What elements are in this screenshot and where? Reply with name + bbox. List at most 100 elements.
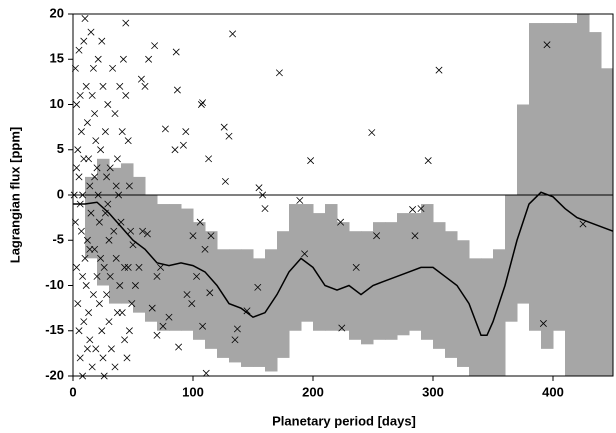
point (97, 254, 105, 262)
point (94, 55, 102, 63)
point (95, 300, 103, 308)
band-bin (109, 167, 122, 304)
band-bin (361, 231, 374, 345)
band-bin (217, 249, 230, 358)
point (127, 227, 135, 235)
point (148, 304, 156, 312)
point (233, 325, 241, 333)
point (81, 15, 89, 23)
band-bin (385, 222, 398, 340)
point (261, 205, 269, 213)
band-bin (349, 231, 362, 340)
point (135, 263, 143, 271)
point (94, 191, 102, 199)
band-bin (481, 258, 494, 376)
x-tick-label: 200 (302, 384, 324, 399)
point (79, 191, 87, 199)
band-bin (85, 176, 98, 259)
band-bin (97, 158, 110, 286)
point (112, 182, 120, 190)
point (83, 119, 91, 127)
point (83, 345, 91, 353)
band-bin (565, 23, 578, 377)
point (92, 137, 100, 145)
point (139, 227, 147, 235)
trend-line (73, 191, 614, 337)
point (122, 19, 130, 27)
band-bin (469, 258, 482, 376)
point (225, 132, 233, 140)
point (70, 191, 78, 199)
y-tick-label: 0 (57, 186, 64, 201)
point (105, 236, 113, 244)
point (145, 55, 153, 63)
point (188, 300, 196, 308)
point (231, 336, 239, 344)
point (201, 245, 209, 253)
point (73, 164, 81, 172)
point (80, 155, 88, 163)
point (197, 101, 205, 108)
point (93, 164, 101, 172)
y-tick-label: -10 (45, 277, 64, 292)
point (123, 354, 131, 362)
point (116, 82, 124, 90)
point (93, 272, 101, 280)
point (159, 322, 167, 330)
point (199, 322, 207, 330)
band-bin (289, 204, 302, 331)
point (157, 263, 165, 271)
point (100, 263, 108, 271)
point (205, 155, 213, 163)
point (80, 37, 88, 45)
point (83, 236, 91, 244)
band-bin (517, 104, 530, 304)
point (206, 289, 214, 297)
point (296, 196, 304, 204)
point (338, 324, 346, 332)
point (207, 232, 215, 240)
point (121, 263, 129, 271)
band-bin (601, 68, 614, 377)
point (255, 184, 263, 192)
point (111, 363, 119, 371)
band-bin (181, 208, 194, 331)
point (74, 300, 82, 308)
point (98, 37, 106, 45)
point (86, 245, 94, 253)
point (229, 30, 237, 38)
point (411, 232, 419, 240)
point (92, 345, 100, 353)
point (89, 291, 97, 299)
band-bin (373, 222, 386, 340)
point (124, 137, 132, 145)
point (115, 191, 123, 199)
point (118, 128, 126, 136)
band-bin (409, 213, 422, 331)
band-bin (457, 240, 470, 367)
point (172, 48, 180, 56)
point (171, 146, 179, 154)
x-tick-label: 100 (182, 384, 204, 399)
band-bin (337, 222, 350, 331)
point (183, 291, 191, 299)
point (125, 182, 133, 190)
point (88, 91, 96, 99)
y-tick-label: 20 (50, 5, 64, 20)
point (81, 254, 89, 262)
point (73, 101, 81, 108)
point (543, 41, 551, 49)
point (77, 227, 85, 235)
band-bin (241, 249, 254, 367)
point (73, 263, 81, 271)
point (104, 200, 112, 208)
band-bin (445, 231, 458, 358)
point (165, 313, 173, 321)
point (307, 157, 315, 165)
band-bin (505, 195, 518, 322)
band-bin (313, 213, 326, 331)
point (86, 182, 94, 190)
point (435, 66, 443, 74)
point (199, 99, 207, 107)
point (103, 173, 111, 181)
